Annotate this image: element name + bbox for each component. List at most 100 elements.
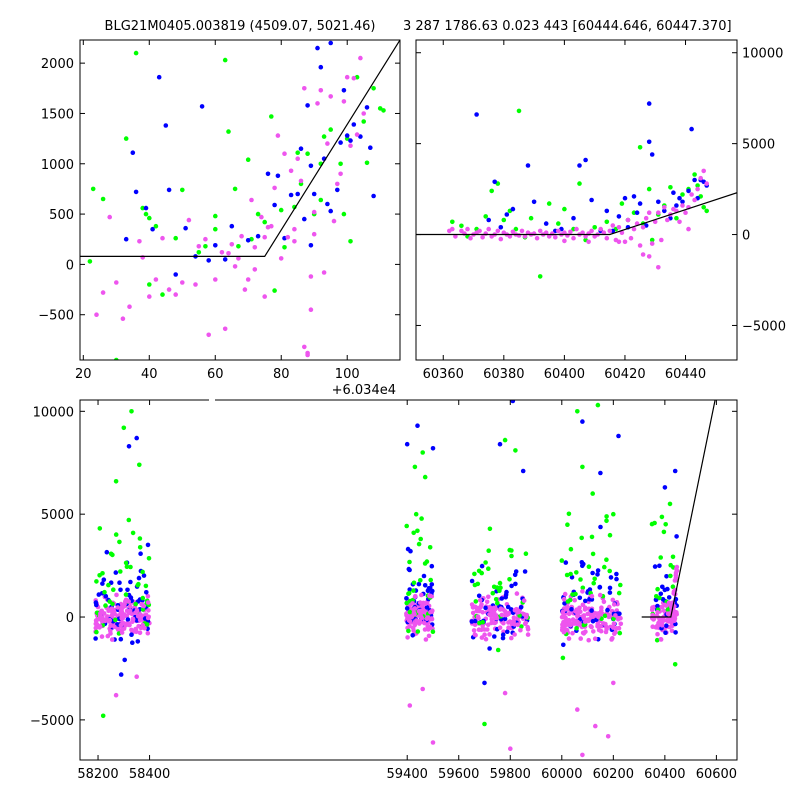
data-point	[311, 231, 317, 237]
x-tick-label: 59400	[387, 767, 428, 782]
panel-top-right: 60360 60380 60400 60420 60440 −5000 0 5000 10000…	[403, 19, 786, 382]
data-point	[692, 177, 697, 183]
data-point	[422, 627, 428, 632]
data-point	[570, 617, 576, 622]
data-point	[606, 612, 612, 618]
data-point	[255, 211, 261, 217]
data-point	[483, 636, 489, 642]
data-point	[520, 468, 526, 474]
data-point	[348, 239, 353, 244]
panel-top-left: 20 40 60 80 100 −500 0 500 1000 1500 2000 BLG21M040…	[38, 19, 401, 398]
data-point	[510, 229, 516, 235]
data-point	[683, 210, 688, 215]
data-point	[473, 599, 479, 604]
data-point	[341, 88, 347, 93]
data-point	[140, 595, 146, 601]
data-point	[483, 560, 488, 565]
data-point	[646, 139, 652, 145]
model-line	[80, 40, 400, 257]
data-point	[674, 215, 679, 221]
data-point	[646, 101, 652, 106]
data-point	[222, 326, 228, 332]
data-point	[640, 252, 646, 257]
data-point	[663, 522, 668, 527]
data-point	[516, 233, 522, 238]
data-point	[137, 612, 143, 617]
data-point	[414, 618, 419, 623]
data-point	[595, 402, 601, 408]
data-point	[468, 235, 473, 241]
data-point	[649, 152, 655, 157]
data-point	[118, 587, 123, 593]
data-point	[107, 599, 112, 604]
data-point	[602, 613, 608, 619]
data-point	[137, 630, 143, 636]
data-point	[416, 581, 422, 587]
data-point	[515, 622, 521, 627]
data-point	[498, 585, 503, 590]
data-point	[108, 623, 113, 628]
data-point	[479, 570, 485, 576]
data-point	[470, 605, 476, 610]
data-point	[120, 316, 126, 322]
data-point	[341, 99, 347, 104]
data-point	[272, 185, 277, 191]
data-point	[562, 230, 567, 235]
x-tick-label: 60400	[544, 367, 585, 382]
data-point	[477, 228, 482, 234]
data-point	[358, 134, 363, 139]
data-point	[126, 621, 131, 626]
data-point	[422, 583, 428, 588]
data-point	[502, 616, 508, 622]
data-point	[497, 625, 503, 630]
data-point	[107, 214, 112, 220]
data-point	[486, 566, 491, 571]
data-point	[497, 580, 503, 586]
data-point	[428, 609, 433, 615]
data-point	[524, 615, 529, 620]
data-point	[650, 612, 655, 618]
data-point	[272, 202, 277, 208]
data-point	[565, 522, 570, 527]
data-point	[203, 236, 208, 242]
data-point	[580, 589, 585, 594]
x-tick-label: 60400	[644, 767, 685, 782]
data-point	[100, 196, 106, 202]
data-point	[262, 294, 268, 299]
data-point	[559, 558, 565, 563]
data-point	[166, 187, 172, 193]
data-point	[410, 625, 416, 631]
data-point	[133, 50, 139, 56]
data-point	[634, 210, 640, 215]
data-point	[665, 607, 671, 612]
data-point	[295, 150, 301, 155]
data-point	[127, 604, 133, 609]
data-point	[138, 625, 144, 631]
data-point	[692, 197, 697, 203]
data-point	[486, 226, 492, 232]
data-point	[589, 197, 594, 203]
data-point	[495, 228, 501, 234]
data-point	[122, 657, 127, 663]
data-point	[479, 635, 485, 640]
x-tick-label: 58200	[77, 767, 118, 782]
data-point	[410, 633, 416, 638]
data-point	[485, 622, 491, 628]
data-point	[105, 633, 111, 639]
data-point	[487, 613, 493, 618]
data-point	[226, 129, 231, 134]
data-point	[142, 625, 147, 631]
data-point	[505, 604, 511, 610]
data-point	[469, 578, 475, 584]
data-point	[674, 564, 680, 570]
data-point	[199, 104, 205, 109]
data-point	[420, 450, 426, 455]
data-point	[590, 491, 595, 496]
data-point	[94, 579, 99, 584]
data-point	[285, 234, 291, 240]
data-point	[125, 587, 130, 593]
data-point	[163, 123, 169, 128]
data-point	[512, 572, 518, 578]
x-tick-label: 60200	[593, 767, 634, 782]
data-point	[522, 569, 528, 574]
